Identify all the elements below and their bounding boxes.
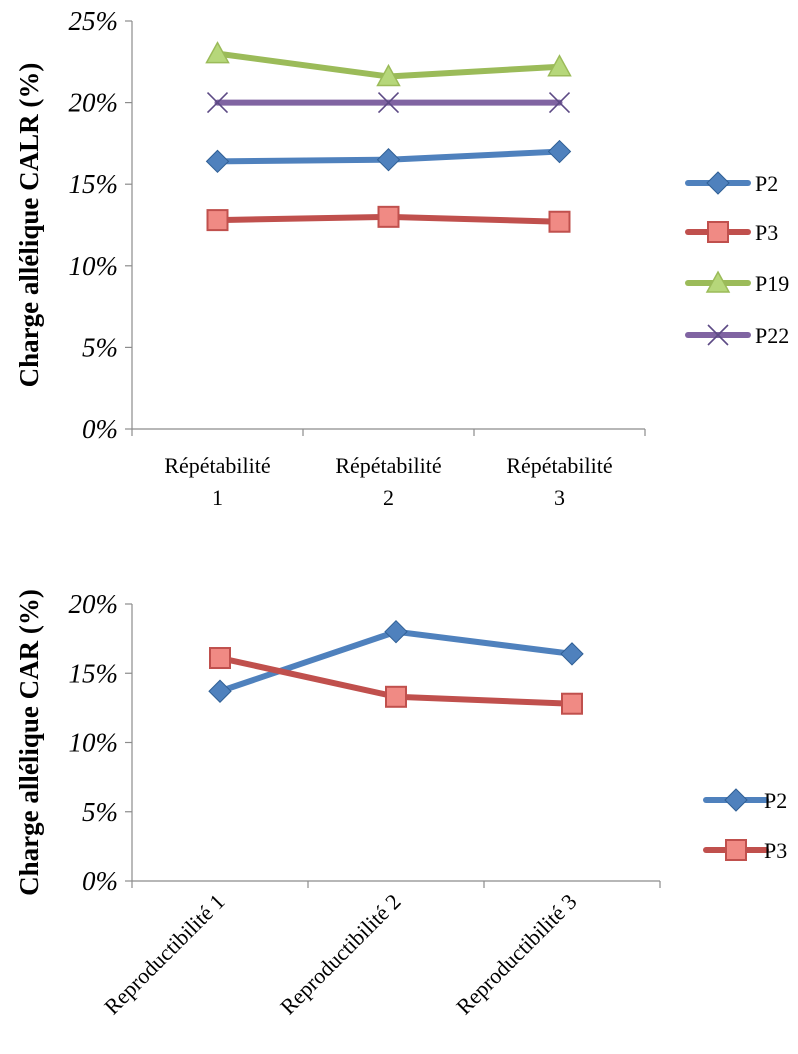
data-point [205,41,230,64]
data-point [548,210,571,233]
x-tick-label: Reproductibilité 3 [451,889,581,1019]
legend-label: P2 [764,788,787,813]
legend-label: P19 [755,271,789,296]
data-point [547,54,572,77]
series-P3 [206,205,571,233]
data-point [208,679,232,703]
y-tick-label: 5% [82,332,118,362]
y-tick-label: 25% [69,6,119,36]
series-P22 [206,92,571,114]
y-tick-label: 0% [82,866,118,896]
data-point [209,647,231,670]
legend-marker [705,270,731,293]
legend-entry: P3 [703,838,787,863]
chart-1: 0% 5% 10% 15% 20% 25% Répétabilité 1 Répétabilit… [14,6,789,510]
data-point [384,619,408,644]
legend-entry: P2 [685,171,778,196]
data-point [376,63,401,87]
y-tick-label: 0% [82,414,118,444]
x-tick-label: Reproductibilité 2 [275,889,405,1019]
x-tick-label: 3 [554,485,565,510]
y-axis-label: Charge allélique CALR (%) [14,63,44,388]
legend-entry: P22 [685,323,789,348]
x-tick-label: 1 [212,485,223,510]
data-point [561,692,583,715]
y-axis-label: Charge allélique CAR (%) [14,589,44,896]
y-tick-label: 5% [82,797,118,827]
legend-label: P3 [764,838,787,863]
x-tick-label: 2 [383,485,394,510]
y-tick-label: 15% [69,169,119,199]
legend-marker [707,221,729,243]
y-tick-label: 20% [69,589,119,619]
data-point [377,92,400,114]
legend-marker [706,171,730,195]
legend-marker [725,839,747,861]
data-point [206,209,229,232]
x-tick-label: Répétabilité [164,453,270,478]
data-point [547,139,572,164]
legend-entry: P3 [685,220,778,245]
series-P2 [205,139,572,174]
x-tick-label: Répétabilité [335,453,441,478]
legend-entry: P19 [685,270,789,296]
chart-2: 0% 5% 10% 15% 20% Reproductibilité 1 Reproduct… [14,589,787,1019]
series-P19 [205,41,572,87]
data-point [206,92,229,114]
legend-label: P3 [755,220,778,245]
y-tick-label: 15% [69,658,119,688]
data-point [385,685,407,708]
data-point [377,205,400,228]
legend-marker [707,324,729,346]
y-tick-label: 20% [69,88,119,118]
legend-label: P2 [755,171,778,196]
x-tick-label: Reproductibilité 1 [99,889,229,1019]
legend-marker [724,788,748,812]
series-P3 [209,647,583,715]
data-point [376,148,401,172]
x-tick-label: Répétabilité [506,453,612,478]
legend-entry: P2 [703,788,787,813]
data-point [548,92,571,114]
data-point [560,642,584,666]
y-tick-label: 10% [69,251,119,281]
legend-label: P22 [755,323,789,348]
y-tick-label: 10% [69,728,119,758]
data-point [205,149,230,174]
